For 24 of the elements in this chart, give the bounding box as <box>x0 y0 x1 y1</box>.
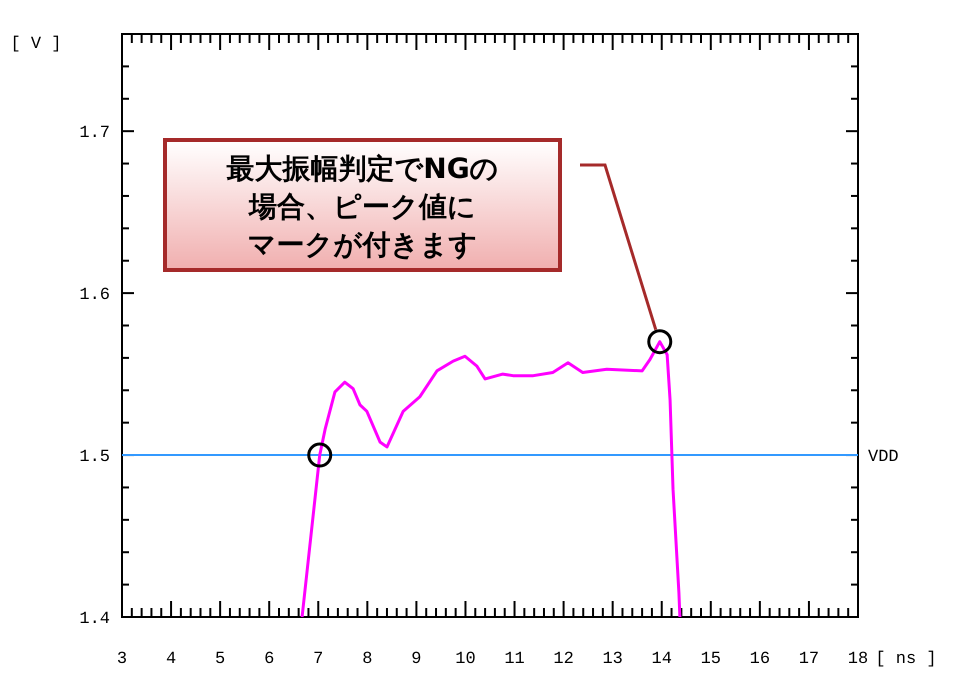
x-tick-label: 5 <box>215 650 226 669</box>
x-tick-label: 9 <box>411 650 422 669</box>
x-tick-label: 13 <box>602 650 623 669</box>
x-tick-label: 17 <box>798 650 820 669</box>
x-tick-label: 6 <box>264 650 274 669</box>
x-tick-label: 16 <box>750 650 770 669</box>
y-tick-label: 1.6 <box>79 286 110 306</box>
x-tick-label: 15 <box>700 650 722 669</box>
x-axis-title: [ ns ] <box>875 650 937 669</box>
x-tick-label: 8 <box>362 650 372 669</box>
x-tick-label: 12 <box>553 650 574 669</box>
x-tick-label: 11 <box>504 650 525 669</box>
x-tick-label: 4 <box>166 650 176 669</box>
y-axis-title: [ V ] <box>10 35 62 54</box>
x-tick-label: 18 <box>848 650 868 669</box>
y-tick-label: 1.7 <box>79 124 110 144</box>
x-tick-label: 10 <box>455 650 476 669</box>
x-tick-label: 14 <box>652 650 672 669</box>
ref-line-label: VDD <box>868 448 899 468</box>
x-tick-label: 7 <box>313 650 324 669</box>
y-tick-label: 1.4 <box>79 610 110 629</box>
x-tick-label: 3 <box>116 650 128 669</box>
annotation: 最大振幅判定でNGの場合、ピーク値にマークが付きます <box>225 152 499 261</box>
y-tick-label: 1.5 <box>79 448 110 468</box>
